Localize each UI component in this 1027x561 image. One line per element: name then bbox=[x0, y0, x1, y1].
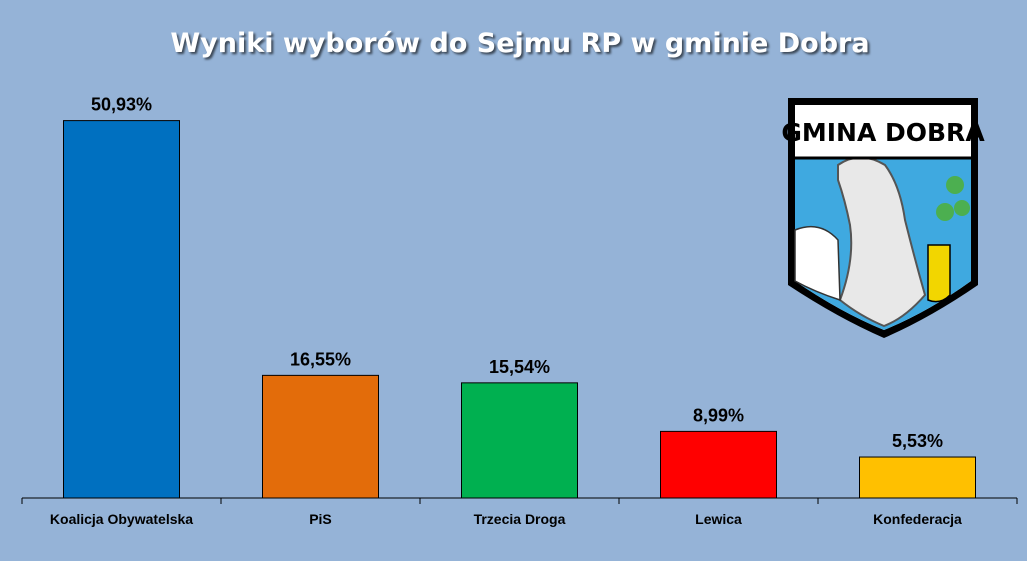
logo-leaf bbox=[936, 203, 954, 221]
bar bbox=[660, 430, 777, 499]
data-label: 16,55% bbox=[290, 349, 351, 369]
logo-leaf bbox=[954, 200, 970, 216]
x-tick-label: Konfederacja bbox=[873, 511, 962, 527]
logo-text: GMINA DOBRA bbox=[781, 118, 985, 147]
x-tick-label: Lewica bbox=[695, 511, 742, 527]
data-label: 15,54% bbox=[489, 357, 550, 377]
bar bbox=[859, 456, 976, 499]
x-tick-label: PiS bbox=[309, 511, 332, 527]
bar bbox=[63, 120, 180, 499]
bar bbox=[461, 382, 578, 499]
bar bbox=[262, 374, 379, 499]
logo-tower bbox=[927, 244, 951, 303]
data-label: 5,53% bbox=[892, 431, 943, 451]
data-label: 50,93% bbox=[91, 95, 152, 115]
x-tick-label: Trzecia Droga bbox=[474, 511, 566, 527]
logo: GMINA DOBRA bbox=[781, 98, 985, 338]
data-label: 8,99% bbox=[693, 405, 744, 425]
logo-rock bbox=[794, 225, 841, 302]
x-tick-label: Koalicja Obywatelska bbox=[50, 511, 193, 527]
chart-title: Wyniki wyborów do Sejmu RP w gminie Dobr… bbox=[170, 28, 869, 59]
logo-leaf bbox=[946, 176, 964, 194]
logo-eagle bbox=[837, 156, 927, 328]
